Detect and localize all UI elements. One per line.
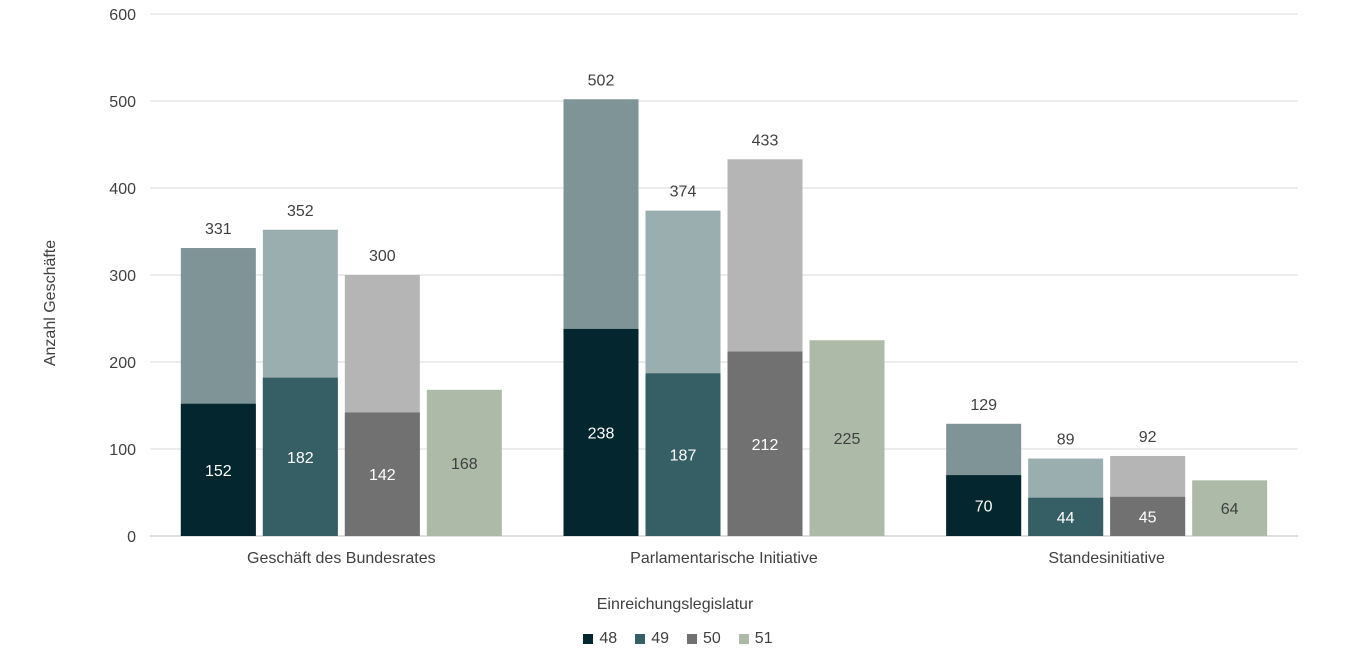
data-label: 152 bbox=[205, 463, 232, 480]
x-category-label: Geschäft des Bundesrates bbox=[247, 550, 436, 567]
data-label: 182 bbox=[287, 450, 314, 467]
x-category-label: Parlamentarische Initiative bbox=[630, 550, 818, 567]
bar bbox=[426, 389, 502, 536]
x-axis-title: Einreichungslegislatur bbox=[597, 596, 754, 613]
data-label: 225 bbox=[834, 431, 861, 448]
y-tick-label: 400 bbox=[109, 181, 136, 198]
legend-item: 48 bbox=[583, 630, 617, 648]
data-label-total: 374 bbox=[670, 184, 697, 201]
data-label-total: 89 bbox=[1057, 432, 1075, 449]
data-label: 238 bbox=[588, 425, 615, 442]
data-label-total: 433 bbox=[752, 132, 779, 149]
bar bbox=[1028, 497, 1104, 536]
bar bbox=[1110, 496, 1186, 536]
legend-swatch bbox=[738, 634, 749, 644]
data-label-total: 92 bbox=[1139, 429, 1157, 446]
y-axis-title: Anzahl Geschäfte bbox=[42, 240, 59, 366]
legend: 48 49 50 51 bbox=[0, 630, 1356, 648]
y-axis-ticks: 0 100 200 300 400 500 600 bbox=[109, 7, 136, 546]
bar bbox=[645, 373, 721, 536]
y-tick-label: 100 bbox=[109, 442, 136, 459]
y-tick-label: 600 bbox=[109, 7, 136, 24]
data-label: 142 bbox=[369, 467, 396, 484]
data-label-total: 129 bbox=[970, 397, 997, 414]
data-label-total: 352 bbox=[287, 203, 314, 220]
legend-label: 49 bbox=[651, 630, 669, 647]
y-tick-label: 0 bbox=[127, 529, 136, 546]
y-tick-label: 200 bbox=[109, 355, 136, 372]
legend-item: 51 bbox=[738, 630, 773, 648]
bar bbox=[946, 475, 1022, 536]
data-label-total: 300 bbox=[369, 248, 396, 265]
chart: 0 100 200 300 400 500 600 331 152 352 182 300 142 16… bbox=[42, 7, 1298, 613]
data-label-total: 331 bbox=[205, 221, 232, 238]
bar bbox=[809, 340, 885, 536]
legend-swatch bbox=[635, 634, 646, 644]
data-label: 212 bbox=[752, 437, 779, 454]
legend-label: 50 bbox=[703, 630, 721, 647]
bar bbox=[180, 403, 256, 536]
y-tick-label: 500 bbox=[109, 94, 136, 111]
data-label: 44 bbox=[1057, 510, 1075, 527]
data-label: 168 bbox=[451, 456, 478, 473]
data-label: 64 bbox=[1221, 501, 1239, 518]
x-axis-categories: Geschäft des Bundesrates Parlamentarische… bbox=[247, 550, 1165, 567]
data-labels: 331 152 352 182 300 142 168 502 238 374 187 433 212 2… bbox=[205, 72, 1239, 527]
gridlines bbox=[150, 13, 1298, 537]
data-label: 70 bbox=[975, 499, 993, 516]
bar bbox=[563, 328, 639, 536]
y-tick-label: 300 bbox=[109, 268, 136, 285]
legend-label: 51 bbox=[754, 630, 773, 647]
data-label: 45 bbox=[1139, 509, 1157, 526]
data-label-total: 502 bbox=[588, 72, 615, 89]
legend-swatch bbox=[687, 634, 697, 644]
bar bbox=[344, 412, 420, 536]
legend-label: 48 bbox=[599, 630, 618, 647]
bars bbox=[180, 99, 1268, 537]
bar bbox=[727, 351, 803, 536]
legend-swatch bbox=[583, 634, 594, 644]
bar bbox=[262, 377, 338, 536]
x-category-label: Standesinitiative bbox=[1048, 550, 1165, 567]
legend-item: 50 bbox=[687, 630, 721, 648]
data-label: 187 bbox=[670, 448, 697, 465]
bar bbox=[1192, 480, 1268, 536]
legend-item: 49 bbox=[635, 630, 669, 648]
